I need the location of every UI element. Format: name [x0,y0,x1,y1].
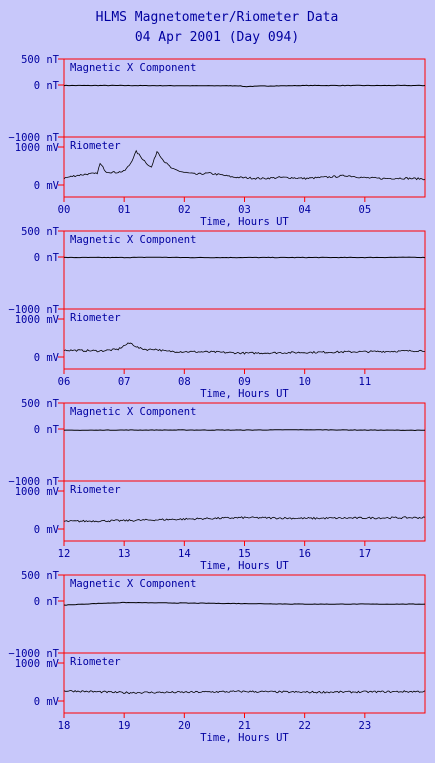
figure-subtitle: 04 Apr 2001 (Day 094) [135,30,299,45]
figure-title: HLMS Magnetometer/Riometer Data [96,10,339,25]
magnetometer-y-tick-label: −1000 nT [8,648,59,660]
x-axis-label: Time, Hours UT [200,560,289,572]
x-tick-label: 16 [298,548,311,560]
x-tick-label: 09 [238,376,251,388]
x-tick-label: 07 [118,376,131,388]
chart-panels: Magnetic X Component 500 nT 0 nT −1000 nT Ri… [8,54,426,744]
magnetometer-trace [63,601,426,606]
riometer-title: Riometer [70,140,121,152]
riometer-title: Riometer [70,484,121,496]
x-tick-label: 20 [178,720,191,732]
x-tick-label: 19 [118,720,131,732]
riometer-trace [63,516,426,523]
x-axis-label: Time, Hours UT [200,732,289,744]
x-tick-label: 12 [58,548,71,560]
riometer-trace [63,342,426,355]
magnetometer-y-tick-label: −1000 nT [8,132,59,144]
magnetometer-y-tick-label: 0 nT [34,80,60,92]
magnetometer-y-tick-label: 500 nT [21,226,60,238]
magnetometer-y-tick-label: 0 nT [34,596,60,608]
x-tick-label: 17 [359,548,372,560]
chart-block-12-18: Magnetic X Component 500 nT 0 nT −1000 nT Ri… [8,398,426,572]
x-tick-label: 18 [58,720,71,732]
x-tick-label: 13 [118,548,131,560]
magnetometer-title: Magnetic X Component [70,578,196,590]
riometer-y-tick-label: 0 mV [34,696,60,708]
magnetometer-y-tick-label: 0 nT [34,424,60,436]
magnetometer-title: Magnetic X Component [70,406,196,418]
x-axis-label: Time, Hours UT [200,216,289,228]
riometer-trace [63,689,426,695]
magnetometer-y-tick-label: 500 nT [21,570,60,582]
x-tick-label: 02 [178,204,191,216]
x-tick-label: 21 [238,720,251,732]
x-tick-label: 00 [58,204,71,216]
riometer-y-tick-label: 0 mV [34,180,60,192]
x-tick-label: 03 [238,204,251,216]
x-tick-label: 05 [359,204,372,216]
chart-block-18-24: Magnetic X Component 500 nT 0 nT −1000 nT Ri… [8,570,426,744]
x-tick-label: 04 [298,204,311,216]
magnetometer-trace [64,256,426,259]
riometer-trace [63,149,426,181]
magnetometer-trace [63,84,426,88]
x-tick-label: 23 [359,720,372,732]
x-tick-label: 01 [118,204,131,216]
riometer-y-tick-label: 1000 mV [15,142,60,154]
x-tick-label: 11 [359,376,372,388]
riometer-title: Riometer [70,312,121,324]
magnetometer-y-tick-label: 500 nT [21,54,60,66]
riometer-y-tick-label: 1000 mV [15,658,60,670]
magnetometer-title: Magnetic X Component [70,62,196,74]
x-tick-label: 10 [298,376,311,388]
x-tick-label: 22 [298,720,311,732]
magnetometer-trace [63,429,425,432]
riometer-y-tick-label: 0 mV [34,524,60,536]
magnetometer-y-tick-label: −1000 nT [8,476,59,488]
riometer-y-tick-label: 1000 mV [15,486,60,498]
x-tick-label: 15 [238,548,251,560]
x-tick-label: 06 [58,376,71,388]
x-tick-label: 14 [178,548,191,560]
riometer-y-tick-label: 0 mV [34,352,60,364]
riometer-title: Riometer [70,656,121,668]
chart-block-06-12: Magnetic X Component 500 nT 0 nT −1000 nT Ri… [8,226,426,400]
chart-block-00-06: Magnetic X Component 500 nT 0 nT −1000 nT Ri… [8,54,426,228]
magnetometer-title: Magnetic X Component [70,234,196,246]
riometer-y-tick-label: 1000 mV [15,314,60,326]
magnetometer-y-tick-label: 500 nT [21,398,60,410]
magnetometer-y-tick-label: 0 nT [34,252,60,264]
x-tick-label: 08 [178,376,191,388]
x-axis-label: Time, Hours UT [200,388,289,400]
magnetometer-y-tick-label: −1000 nT [8,304,59,316]
